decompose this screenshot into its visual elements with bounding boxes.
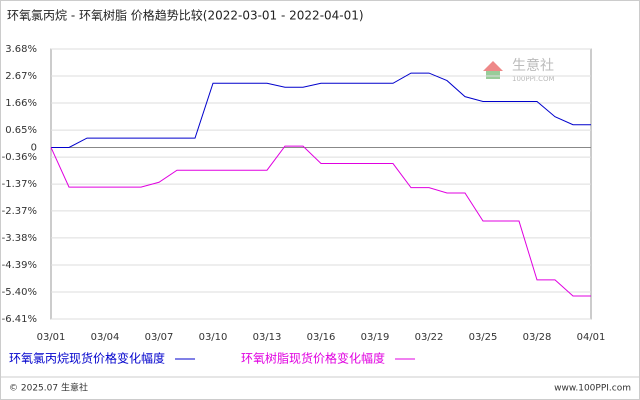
x-tick-label: 03/22 — [415, 332, 444, 343]
x-tick-label: 03/19 — [361, 332, 390, 343]
y-tick-label: -2.37% — [2, 206, 37, 217]
x-tick-label: 03/01 — [37, 332, 66, 343]
y-tick-label: 1.66% — [5, 98, 37, 109]
watermark-icon — [483, 61, 503, 71]
y-tick-label: -1.37% — [2, 179, 37, 190]
x-tick-label: 03/25 — [469, 332, 498, 343]
x-tick-label: 03/07 — [145, 332, 174, 343]
y-tick-label: -6.41% — [2, 314, 37, 325]
y-tick-label: -5.40% — [2, 287, 37, 298]
x-tick-label: 03/16 — [307, 332, 336, 343]
y-tick-label: 3.68% — [5, 44, 37, 55]
watermark-brand: 生意社 — [512, 57, 554, 74]
x-tick-label: 03/10 — [199, 332, 228, 343]
series-line — [51, 72, 591, 148]
y-tick-label: -3.38% — [2, 233, 37, 244]
footer-site: www.100PPI.com — [554, 384, 631, 394]
y-tick-label: -0.36% — [2, 152, 37, 163]
x-tick-label: 04/01 — [577, 332, 606, 343]
y-tick-label: 2.67% — [5, 71, 37, 82]
chart-title: 环氧氯丙烷 - 环氧树脂 价格趋势比较(2022-03-01 - 2022-04… — [7, 8, 364, 23]
y-tick-label: -4.39% — [2, 260, 37, 271]
y-tick-label: 0 — [31, 142, 37, 153]
x-tick-label: 03/04 — [91, 332, 120, 343]
series-line — [50, 145, 591, 297]
watermark-site: 100PPI.COM — [512, 75, 555, 83]
legend-label: 环氧氯丙烷现货价格变化幅度 — [9, 351, 165, 366]
y-tick-label: 0.65% — [5, 125, 37, 136]
x-tick-label: 03/13 — [253, 332, 282, 343]
watermark: 生意社 100PPI.COM — [483, 57, 555, 83]
watermark-icon — [486, 71, 500, 79]
footer-copyright: © 2025.07 生意社 — [9, 382, 88, 394]
legend-label: 环氧树脂现货价格变化幅度 — [241, 351, 385, 366]
x-tick-label: 03/28 — [523, 332, 552, 343]
